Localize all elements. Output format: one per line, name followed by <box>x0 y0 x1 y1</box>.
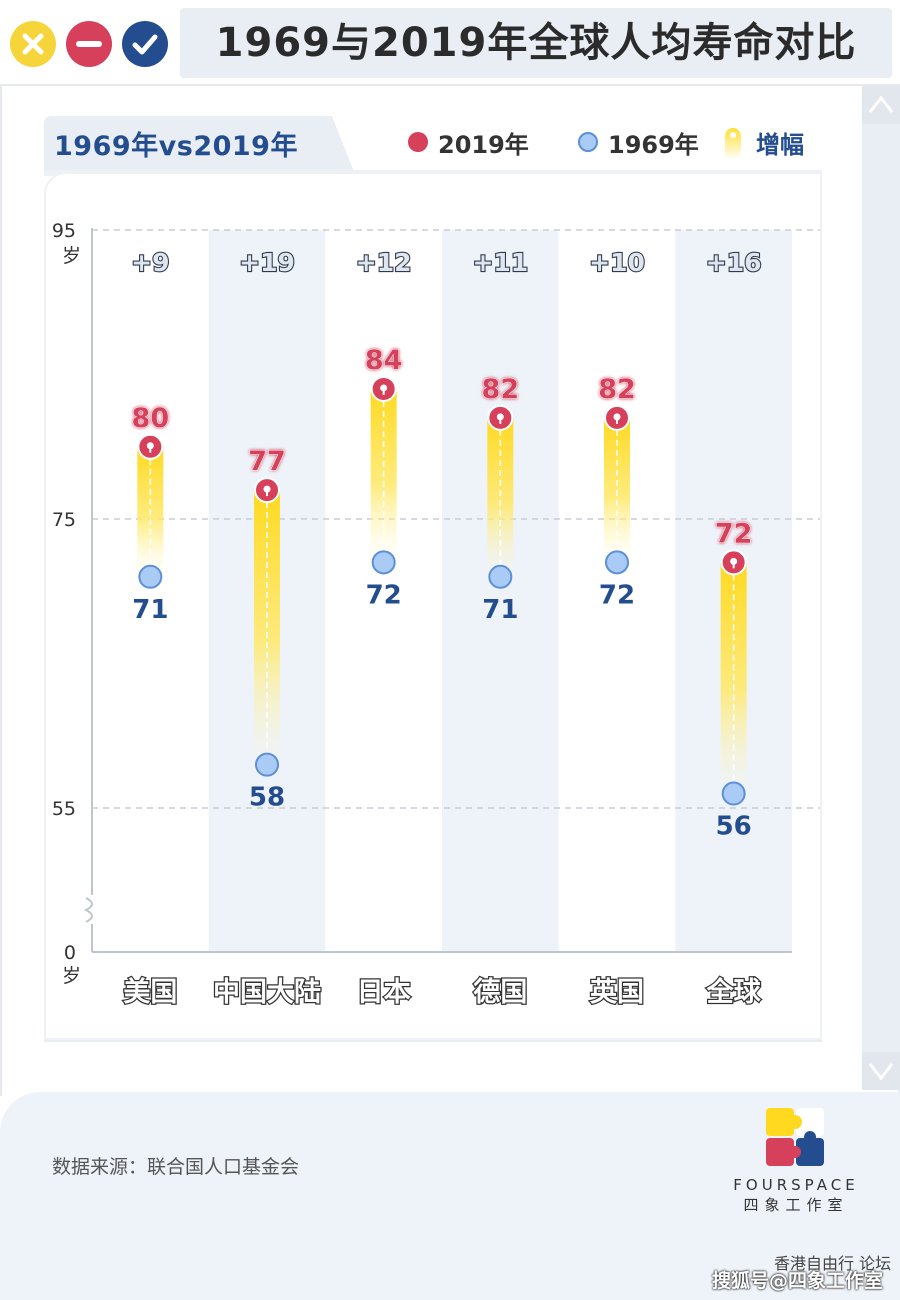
category-label: 英国 <box>590 977 644 1008</box>
label-1969: 72 <box>599 580 635 610</box>
label-1969: 71 <box>132 595 168 625</box>
legend-1969-dot <box>578 132 598 152</box>
watermark-forum-suffix: 论坛 <box>859 1254 892 1273</box>
minimize-button[interactable] <box>66 21 112 67</box>
chevron-up-icon <box>868 95 894 113</box>
legend-2019-label: 2019年 <box>438 130 529 159</box>
footer <box>0 1092 900 1300</box>
pin-head <box>380 384 388 392</box>
fourspace-logo <box>762 1104 828 1170</box>
y-tick-label: 0 <box>64 942 76 964</box>
tab-label: 1969年vs2019年 <box>54 131 298 162</box>
y-tick-label: 55 <box>52 798 76 820</box>
legend-increase: 增幅 <box>722 124 804 160</box>
label-2019: 82 <box>482 374 520 405</box>
label-2019: 80 <box>132 403 170 434</box>
y-tick-label: 95 <box>52 220 76 242</box>
title-box: 1969与2019年全球人均寿命对比 <box>180 8 892 78</box>
close-button[interactable] <box>10 21 56 67</box>
legend-1969: 1969年 <box>578 124 699 160</box>
legend-2019: 2019年 <box>408 124 529 160</box>
pin-head <box>613 413 621 421</box>
increase-icon <box>722 124 744 160</box>
scroll-down-button[interactable] <box>862 1052 900 1090</box>
minus-icon <box>76 41 102 47</box>
watermark-sohu: 搜狐号@四象工作室 <box>712 1270 884 1292</box>
increase-label: +19 <box>239 248 295 277</box>
point-1969 <box>605 550 629 575</box>
y-unit-label: 岁 <box>62 965 81 987</box>
scrollbar-track[interactable] <box>862 86 900 1090</box>
pin-head <box>730 557 738 565</box>
y-tick-label: 75 <box>52 509 76 531</box>
y-unit-label: 岁 <box>62 245 81 267</box>
label-1969: 56 <box>716 812 752 842</box>
tab-shape <box>44 116 354 172</box>
chevron-down-icon <box>868 1063 894 1081</box>
increase-label: +10 <box>589 248 645 277</box>
category-label: 日本 <box>357 977 411 1008</box>
axis-break-icon <box>83 897 93 923</box>
category-label: 德国 <box>473 977 527 1008</box>
label-2019: 77 <box>248 446 286 477</box>
page-title: 1969与2019年全球人均寿命对比 <box>215 20 857 66</box>
legend-2019-dot <box>408 132 428 152</box>
increase-label: +12 <box>356 248 412 277</box>
brand-english: FOURSPACE <box>733 1176 859 1194</box>
legend-1969-label: 1969年 <box>608 130 699 159</box>
label-1969: 58 <box>249 783 285 813</box>
check-icon <box>132 34 158 55</box>
chart-tab: 1969年vs2019年 <box>44 116 354 172</box>
label-2019: 72 <box>715 518 753 549</box>
column-band <box>442 230 559 952</box>
point-1969 <box>371 550 396 575</box>
point-1969 <box>721 781 746 806</box>
pin-head <box>496 413 504 421</box>
category-label: 美国 <box>123 976 177 1008</box>
point-1969 <box>488 564 513 589</box>
category-label: 中国大陆 <box>213 977 321 1008</box>
point-1969 <box>138 564 163 589</box>
confirm-button[interactable] <box>122 21 168 67</box>
increase-label: +11 <box>472 248 528 277</box>
increase-label: +9 <box>131 248 169 277</box>
pin-head <box>146 442 154 450</box>
label-2019: 84 <box>365 345 403 376</box>
label-1969: 71 <box>482 595 518 625</box>
legend-increase-label: 增幅 <box>756 130 804 159</box>
brand-chinese: 四象工作室 <box>743 1196 849 1214</box>
pin-head <box>263 485 271 493</box>
watermark-forum-main: 香港自由行 <box>774 1254 855 1273</box>
data-source: 数据来源：联合国人口基金会 <box>52 1156 300 1178</box>
watermark-forum: 香港自由行 论坛 <box>774 1250 891 1274</box>
increase-label: +16 <box>706 248 762 277</box>
scroll-up-button[interactable] <box>862 86 900 124</box>
title-bar: 1969与2019年全球人均寿命对比 <box>0 0 900 86</box>
label-2019: 82 <box>598 374 636 405</box>
close-icon <box>22 33 44 55</box>
category-label: 全球 <box>706 976 762 1008</box>
point-1969 <box>255 752 279 777</box>
label-1969: 72 <box>366 580 402 610</box>
